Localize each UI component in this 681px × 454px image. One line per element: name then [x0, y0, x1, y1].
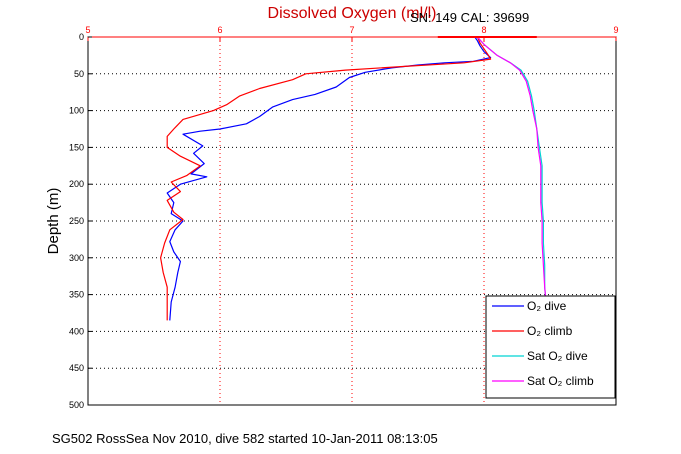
y-tick-label: 100: [69, 106, 84, 116]
x-tick-label: 8: [481, 25, 486, 35]
x-tick-label: 7: [349, 25, 354, 35]
x-axis-ticks: 5 6 7 8 9: [85, 25, 619, 41]
series-line-sat-o2-climb: [476, 36, 547, 303]
chart-caption: SG502 RossSea Nov 2010, dive 582 started…: [52, 431, 438, 446]
y-tick-label: 150: [69, 142, 84, 152]
y-tick-label: 400: [69, 326, 84, 336]
legend-label: Sat O₂ dive: [527, 349, 588, 363]
series-lines: [160, 36, 547, 321]
y-tick-label: 450: [69, 363, 84, 373]
y-tick-label: 300: [69, 253, 84, 263]
legend: O₂ dive O₂ climb Sat O₂ dive Sat O₂ climb: [485, 295, 616, 399]
chart-title: Dissolved Oxygen (ml/l): [268, 5, 437, 22]
x-tick-label: 9: [613, 25, 618, 35]
x-tick-label: 5: [85, 25, 90, 35]
y-axis-ticks: 0 50 100 150 200 250 300 350 400 450 500: [69, 32, 92, 410]
x-tick-label: 6: [217, 25, 222, 35]
y-tick-label: 500: [69, 400, 84, 410]
y-tick-label: 250: [69, 216, 84, 226]
y-tick-label: 350: [69, 290, 84, 300]
series-line-o2-dive: [166, 36, 492, 321]
legend-label: O₂ dive: [527, 299, 567, 313]
legend-label: Sat O₂ climb: [527, 374, 594, 388]
series-line-sat-o2-dive: [476, 36, 547, 303]
series-line-o2-climb: [160, 36, 492, 321]
y-tick-label: 200: [69, 179, 84, 189]
legend-label: O₂ climb: [527, 324, 573, 338]
y-tick-label: 0: [79, 32, 84, 42]
sensor-info: SN: 149 CAL: 39699: [410, 10, 529, 25]
y-tick-label: 50: [74, 69, 84, 79]
y-axis-label: Depth (m): [45, 188, 62, 255]
